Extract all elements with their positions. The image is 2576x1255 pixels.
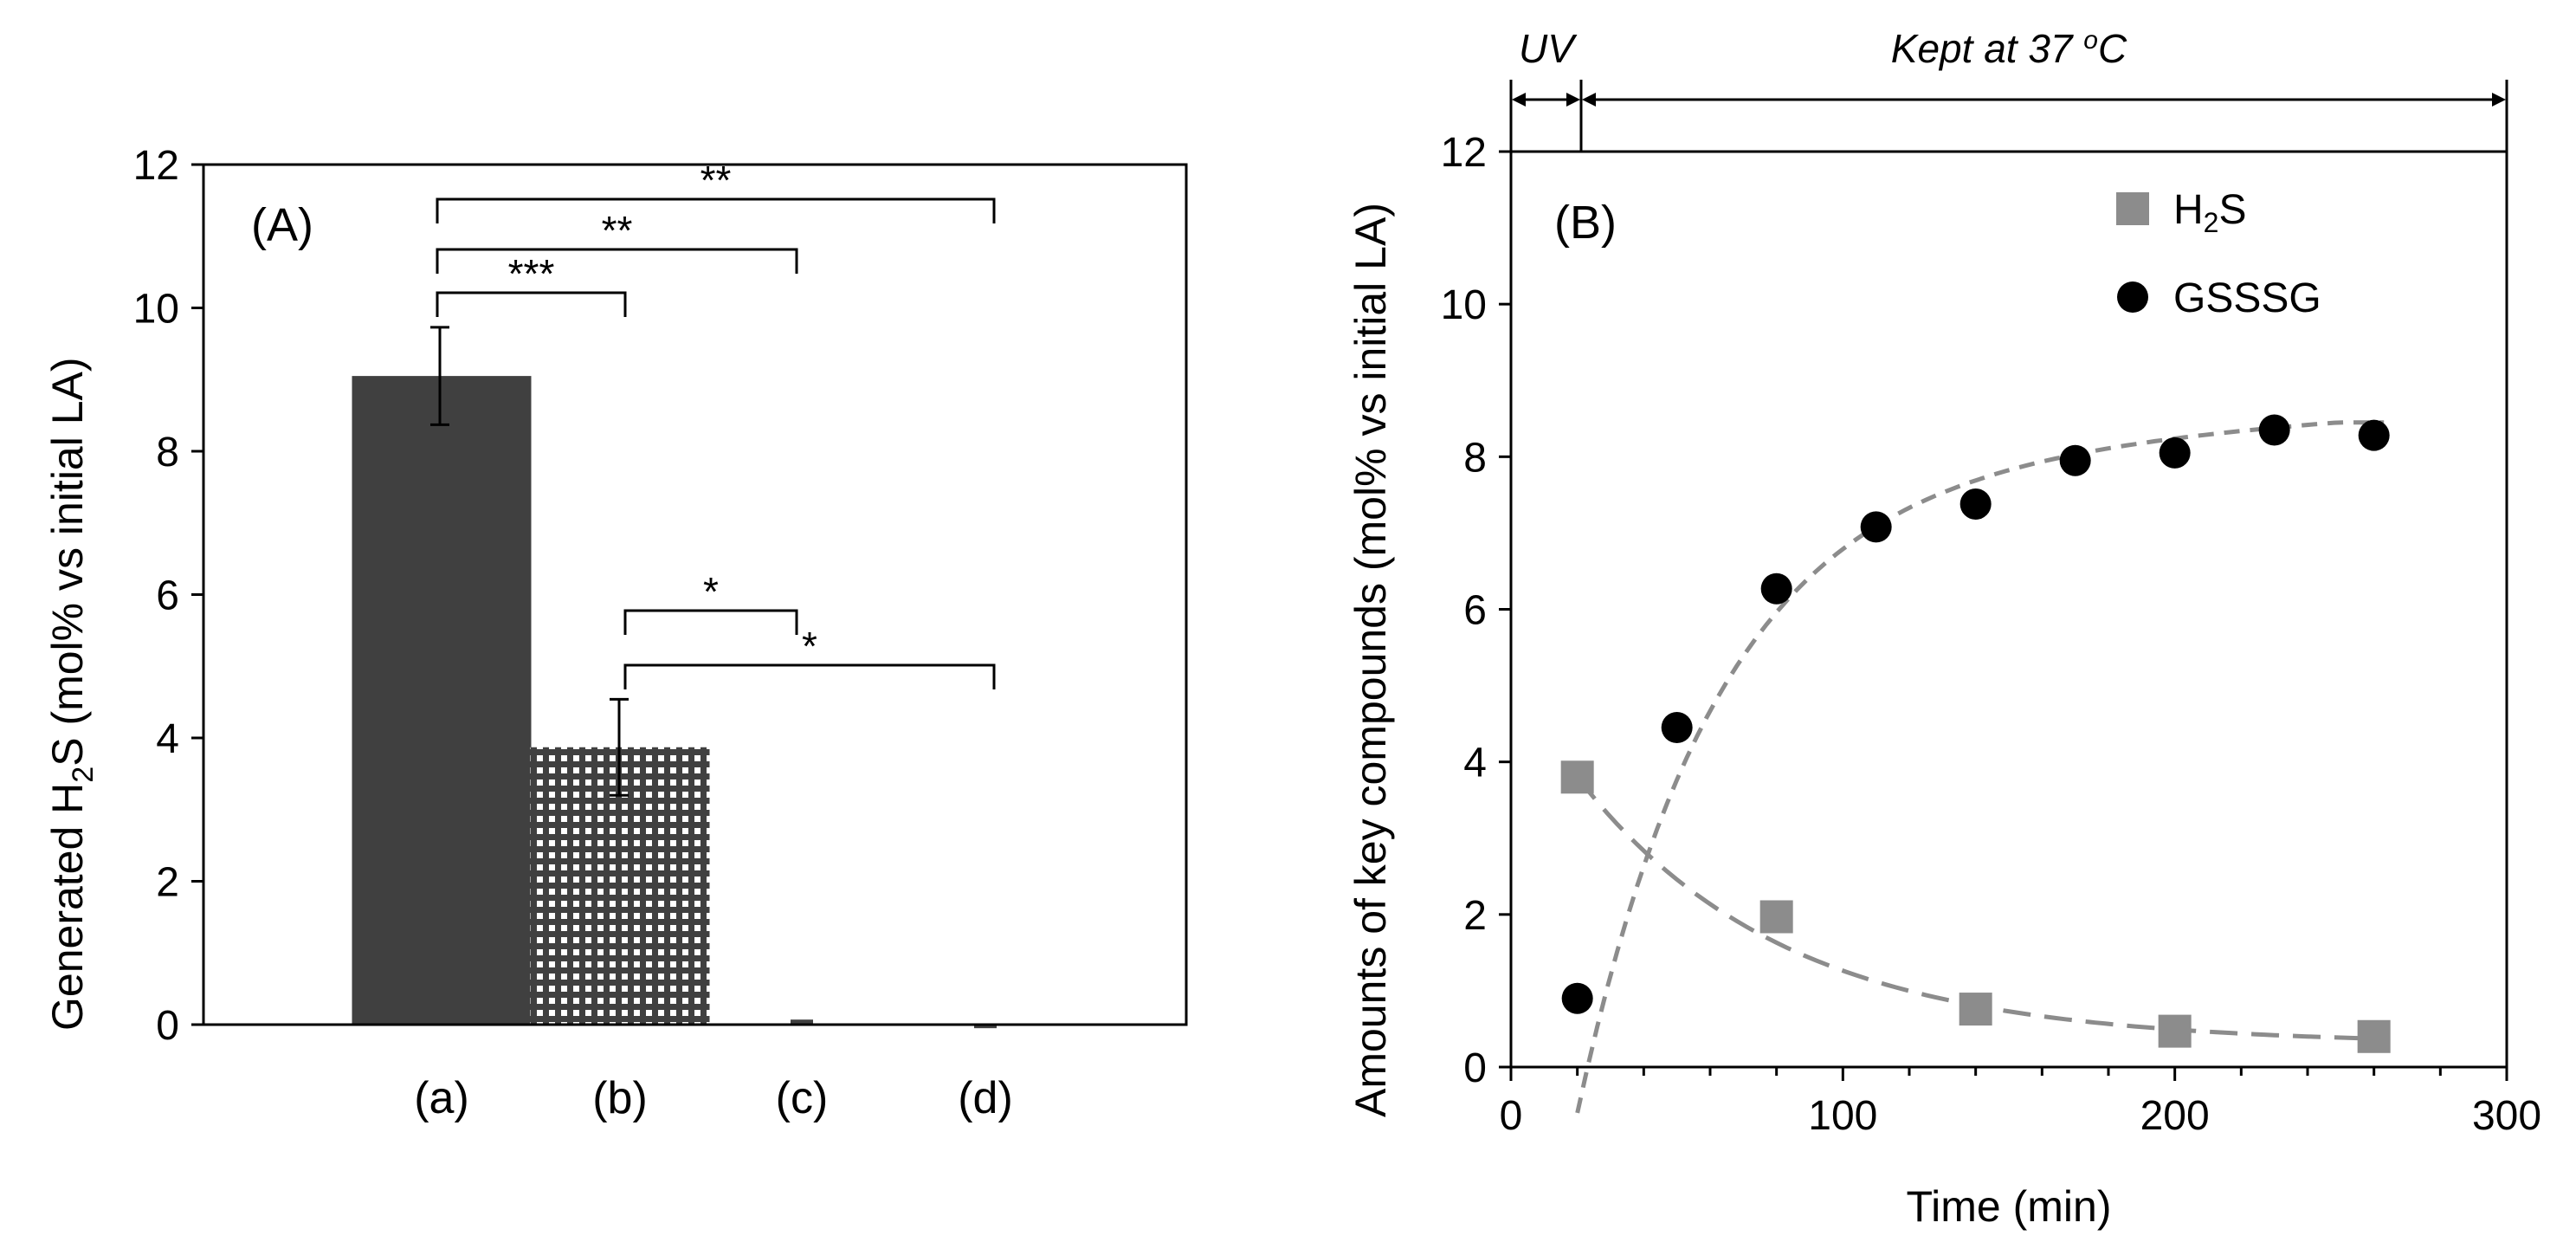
gsssg-point (2258, 414, 2290, 446)
legend-circle-marker (2117, 281, 2148, 313)
x-tick-label: (d) (958, 1073, 1013, 1123)
x-tick-label: 200 (2140, 1093, 2210, 1139)
panel-b-label: (B) (1554, 197, 1617, 249)
bar-d (974, 1025, 997, 1029)
y-tick-label: 12 (133, 143, 179, 189)
gsssg-fit-curve (1575, 420, 2385, 1114)
significance-bracket (623, 609, 798, 635)
panel-b-legend: H2S GSSSG (2116, 187, 2321, 321)
significance-bracket (436, 248, 798, 274)
panel-a-y-axis-label: Generated H2S (mol% vs initial LA) (43, 357, 100, 1031)
significance-bracket (436, 197, 996, 223)
h2s-point (2357, 1019, 2391, 1053)
uv-arrow-right-head (1566, 93, 1580, 107)
x-tick-label: 300 (2472, 1093, 2541, 1139)
panel-b-scatter-chart: 0 2 4 6 8 10 12 0 100 200 300 (B) H2S GSSSG UV Ke… (1346, 26, 2541, 1231)
panel-a-significance-brackets: ********* (436, 158, 996, 689)
kept-arrow-right-head (2492, 93, 2506, 107)
gsssg-point (2358, 419, 2390, 451)
y-tick-label: 6 (156, 573, 179, 619)
panel-a-x-tick-labels: (a) (b) (c) (d) (414, 1073, 1013, 1123)
y-tick-label: 2 (156, 860, 179, 906)
legend-gsssg-label: GSSSG (2173, 275, 2321, 321)
x-tick-label: (a) (414, 1073, 469, 1123)
panel-b-plot-frame (1509, 150, 2508, 1069)
x-tick-label: (c) (776, 1073, 829, 1123)
uv-arrow-left-head (1512, 93, 1526, 107)
y-tick-label: 2 (1463, 893, 1487, 939)
h2s-point (2158, 1014, 2192, 1048)
panel-a-label: (A) (251, 199, 313, 251)
y-tick-label: 6 (1463, 588, 1487, 634)
y-tick-label: 4 (156, 716, 179, 762)
y-tick-label: 8 (156, 430, 179, 475)
gsssg-point (2059, 444, 2091, 476)
significance-label: ** (602, 208, 633, 253)
legend-square-marker (2116, 192, 2149, 225)
y-tick-label: 10 (133, 287, 179, 333)
significance-label: * (802, 624, 817, 669)
y-tick-label: 0 (156, 1003, 179, 1049)
gsssg-point (1959, 488, 1992, 520)
gsssg-point (1760, 573, 1792, 605)
panel-b-timeline-annotation: UV Kept at 37 oC (1509, 26, 2508, 152)
panel-b-y-axis-label: Amounts of key compounds (mol% vs initia… (1346, 203, 1395, 1117)
significance-bracket (436, 291, 627, 317)
bar-c (791, 1019, 813, 1025)
gsssg-point (2159, 437, 2191, 469)
panel-a-y-ticks: 0 2 4 6 8 10 12 (133, 143, 203, 1049)
kept-arrow-left-head (1582, 93, 1596, 107)
y-tick-label: 4 (1463, 741, 1487, 786)
x-tick-label: 0 (1500, 1093, 1523, 1139)
significance-label: ** (700, 158, 732, 203)
panel-b-x-ticks: 0 100 200 300 (1500, 1067, 2541, 1139)
significance-bracket (623, 663, 996, 689)
uv-label: UV (1519, 26, 1578, 71)
gsssg-point (1561, 982, 1593, 1014)
gsssg-point (1860, 511, 1892, 543)
panel-b-data-points (1560, 414, 2391, 1053)
legend-h2s-label: H2S (2173, 187, 2246, 238)
y-tick-label: 12 (1441, 130, 1487, 176)
h2s-point (1560, 760, 1594, 794)
h2s-point (1959, 993, 1992, 1026)
panel-b-y-ticks: 0 2 4 6 8 10 12 (1441, 130, 1511, 1091)
y-tick-label: 10 (1441, 282, 1487, 328)
y-tick-label: 8 (1463, 435, 1487, 481)
significance-label: *** (508, 251, 555, 296)
h2s-point (1759, 900, 1793, 934)
significance-label: * (703, 569, 719, 614)
x-tick-label: (b) (592, 1073, 648, 1123)
panel-b-x-axis-label: Time (min) (1906, 1182, 2111, 1231)
panel-a-error-bars (430, 326, 629, 797)
x-tick-label: 100 (1808, 1093, 1877, 1139)
kept-label: Kept at 37 oC (1891, 26, 2127, 71)
y-tick-label: 0 (1463, 1045, 1487, 1091)
bar-a (352, 376, 532, 1025)
gsssg-point (1661, 712, 1693, 744)
panel-a-bars (203, 376, 1186, 1029)
